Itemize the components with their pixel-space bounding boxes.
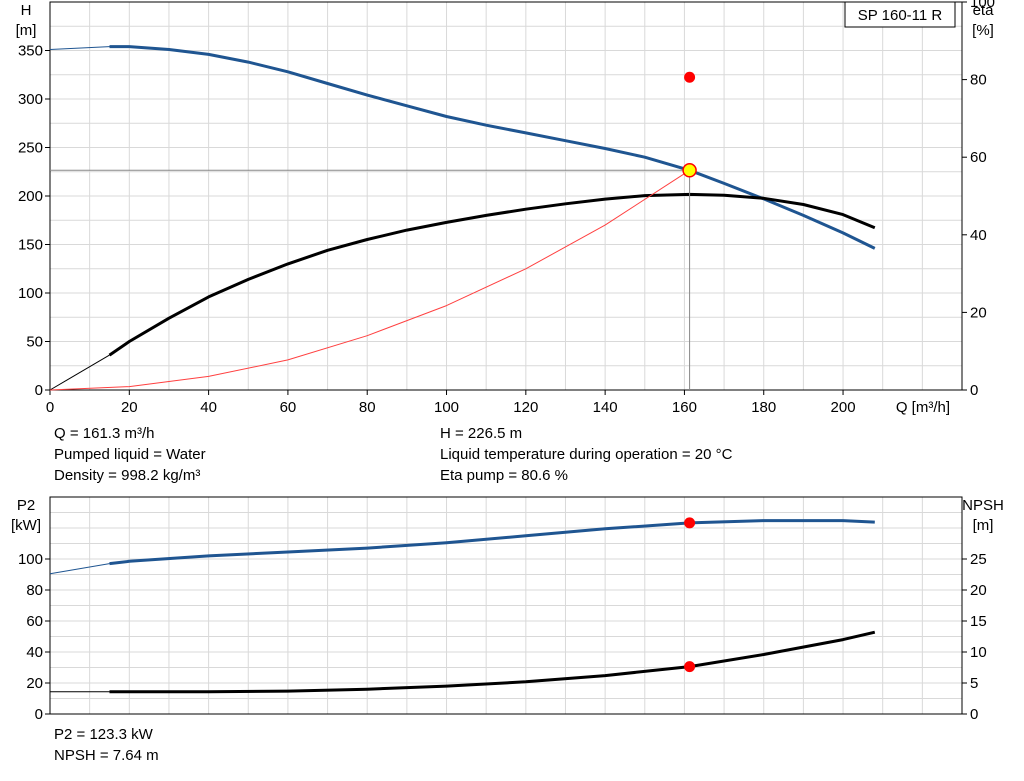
bottom-ytick-right-label: 15 — [970, 613, 987, 630]
bottom-ytick-left-label: 100 — [18, 551, 43, 568]
info-left-top: Q = 161.3 m³/h Pumped liquid = Water Den… — [54, 423, 206, 486]
model-label: SP 160-11 R — [858, 7, 943, 24]
top-xtick-label: 180 — [751, 399, 776, 416]
top-ytick-left-label: 50 — [26, 334, 43, 351]
bottom-ytick-left-label: 80 — [26, 582, 43, 599]
top-ytick-right-label: 100 — [970, 0, 995, 11]
top-ytick-left-label: 150 — [18, 237, 43, 254]
top-ytick-right-label: 20 — [970, 304, 987, 321]
top-xtick-label: 40 — [200, 399, 217, 416]
top-xtick-label: 200 — [831, 399, 856, 416]
top-ytick-left-label: 300 — [18, 91, 43, 108]
bottom-series-power — [109, 519, 875, 566]
bottom-y-axis-label-right: NPSH — [962, 497, 1004, 514]
top-ytick-right-label: 0 — [970, 382, 978, 399]
bottom-ytick-right-label: 20 — [970, 582, 987, 599]
info-flow: Q = 161.3 m³/h — [54, 425, 155, 442]
top-ytick-left-label: 100 — [18, 285, 43, 302]
top-xtick-label: 140 — [593, 399, 618, 416]
top-xtick-label: 0 — [46, 399, 54, 416]
top-series-efficiency — [108, 192, 876, 357]
model-label-box — [844, 1, 956, 28]
top-xtick-label: 120 — [513, 399, 538, 416]
top-series-head — [109, 45, 876, 250]
info-density: Density = 998.2 kg/m³ — [54, 467, 201, 484]
duty-point-npsh — [684, 661, 696, 673]
bottom-plot-frame — [49, 496, 963, 715]
top-x-axis-label: Q [m³/h] — [896, 399, 950, 416]
top-y-axis-unit-left: [m] — [16, 22, 37, 39]
top-series-head-extension — [49, 46, 110, 50]
bottom-y-axis-label-left: P2 — [17, 497, 35, 514]
duty-point-head — [682, 163, 697, 178]
info-right-top: H = 226.5 m Liquid temperature during op… — [440, 423, 732, 486]
bottom-ytick-right-label: 0 — [970, 706, 978, 723]
top-ytick-left-label: 250 — [18, 140, 43, 157]
bottom-ytick-left-label: 60 — [26, 613, 43, 630]
duty-point-efficiency — [684, 71, 696, 83]
top-ytick-right-label: 60 — [970, 149, 987, 166]
info-eta: Eta pump = 80.6 % — [440, 467, 568, 484]
bottom-ytick-left-label: 40 — [26, 644, 43, 661]
top-ytick-left-label: 200 — [18, 188, 43, 205]
bottom-ytick-right-label: 5 — [970, 675, 978, 692]
info-npsh: NPSH = 7.64 m — [54, 747, 159, 764]
top-xtick-label: 100 — [434, 399, 459, 416]
duty-point-power — [684, 517, 696, 529]
info-head: H = 226.5 m — [440, 425, 523, 442]
info-temperature: Liquid temperature during operation = 20… — [440, 446, 733, 463]
bottom-ytick-left-label: 0 — [35, 706, 43, 723]
bottom-ytick-right-label: 25 — [970, 551, 987, 568]
top-xtick-label: 160 — [672, 399, 697, 416]
info-left-bottom: P2 = 123.3 kW NPSH = 7.64 m — [54, 724, 159, 766]
top-series-system_curve — [49, 169, 690, 391]
top-ytick-left-label: 350 — [18, 43, 43, 60]
info-power: P2 = 123.3 kW — [54, 726, 153, 743]
top-xtick-label: 60 — [280, 399, 297, 416]
bottom-ytick-left-label: 20 — [26, 675, 43, 692]
top-y-axis-label-right: eta — [973, 2, 995, 19]
top-series-efficiency-extension — [49, 354, 110, 391]
bottom-y-axis-unit-right: [m] — [973, 517, 994, 534]
bottom-series-power-extension — [49, 563, 110, 575]
info-liquid: Pumped liquid = Water — [54, 446, 206, 463]
bottom-series-npsh — [109, 630, 876, 694]
top-ytick-right-label: 80 — [970, 72, 987, 89]
top-xtick-label: 80 — [359, 399, 376, 416]
top-xtick-label: 20 — [121, 399, 138, 416]
top-ytick-left-label: 0 — [35, 382, 43, 399]
top-y-axis-unit-right: [%] — [972, 22, 994, 39]
top-y-axis-label-left: H — [21, 2, 32, 19]
top-ytick-right-label: 40 — [970, 227, 987, 244]
bottom-y-axis-unit-left: [kW] — [11, 517, 41, 534]
bottom-ytick-right-label: 10 — [970, 644, 987, 661]
